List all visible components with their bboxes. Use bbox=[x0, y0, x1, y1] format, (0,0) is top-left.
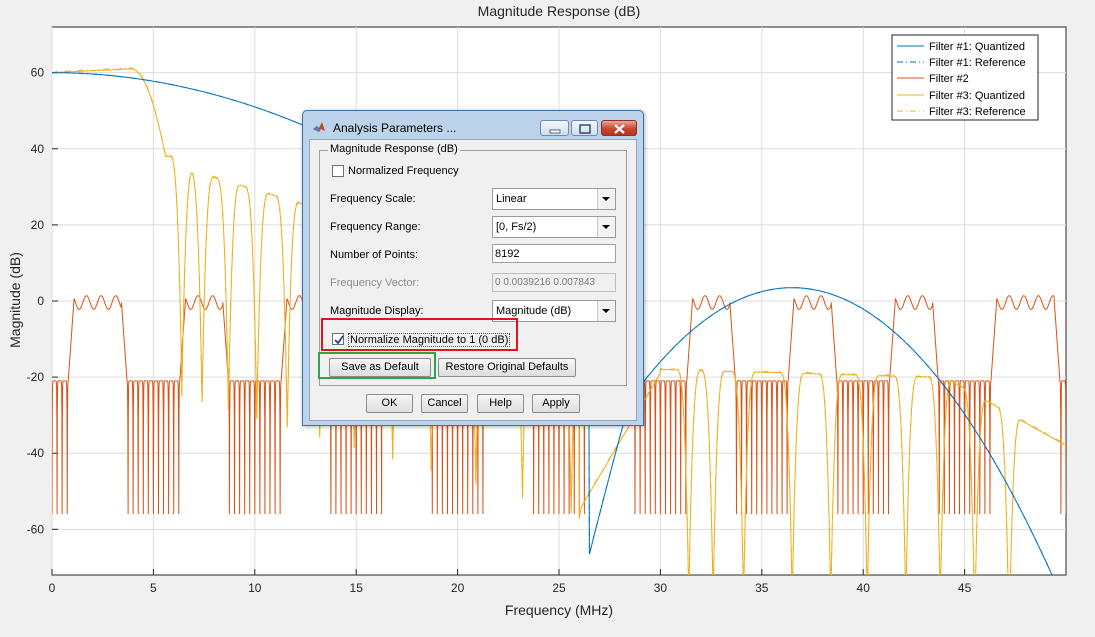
y-tick-label: 60 bbox=[31, 66, 45, 80]
magnitude-display-select[interactable]: Magnitude (dB) bbox=[492, 300, 616, 322]
minimize-button[interactable] bbox=[540, 120, 569, 136]
restore-defaults-button[interactable]: Restore Original Defaults bbox=[438, 358, 576, 377]
close-icon bbox=[614, 124, 625, 134]
checkmark-icon bbox=[334, 335, 344, 345]
frequency-range-select[interactable]: [0, Fs/2) bbox=[492, 216, 616, 238]
dropdown-button[interactable] bbox=[597, 217, 615, 237]
x-tick-label: 20 bbox=[451, 581, 465, 595]
frequency-vector-label: Frequency Vector: bbox=[330, 277, 420, 289]
frequency-vector-value: 0 0.0039216 0.007843 bbox=[495, 277, 596, 288]
magnitude-response-group bbox=[319, 150, 627, 386]
analysis-parameters-dialog: Analysis Parameters ... Magnitude Respon… bbox=[302, 110, 644, 426]
magnitude-display-value: Magnitude (dB) bbox=[496, 305, 572, 317]
ok-button[interactable]: OK bbox=[366, 394, 413, 413]
minimize-icon bbox=[549, 129, 561, 134]
tick-labels: 0 5 10 15 20 25 30 35 40 45 -60 -40 -20 0 20 40 60 bbox=[27, 66, 972, 595]
x-tick-label: 35 bbox=[755, 581, 769, 595]
dialog-title-bar[interactable]: Analysis Parameters ... bbox=[303, 111, 643, 139]
cancel-button[interactable]: Cancel bbox=[421, 394, 468, 413]
chevron-down-icon bbox=[602, 225, 610, 229]
y-tick-label: -40 bbox=[27, 446, 45, 460]
apply-button[interactable]: Apply bbox=[532, 394, 580, 413]
frequency-range-value: [0, Fs/2) bbox=[496, 221, 537, 233]
y-tick-label: -20 bbox=[27, 370, 45, 384]
normalize-magnitude-checkbox[interactable] bbox=[332, 333, 344, 345]
frequency-scale-value: Linear bbox=[496, 193, 527, 205]
normalize-magnitude-highlight bbox=[321, 318, 518, 351]
normalized-frequency-label: Normalized Frequency bbox=[348, 165, 459, 177]
normalize-magnitude-label: Normalize Magnitude to 1 (0 dB) bbox=[348, 333, 511, 347]
y-tick-label: 20 bbox=[31, 218, 45, 232]
legend-entry-filter3-reference: Filter #3: Reference bbox=[929, 106, 1026, 118]
x-tick-label: 15 bbox=[350, 581, 364, 595]
save-as-default-button[interactable]: Save as Default bbox=[329, 358, 431, 377]
group-label: Magnitude Response (dB) bbox=[328, 143, 460, 155]
maximize-button[interactable] bbox=[571, 120, 598, 136]
number-of-points-label: Number of Points: bbox=[330, 249, 419, 261]
legend-entry-filter3-quantized: Filter #3: Quantized bbox=[929, 90, 1025, 102]
legend-entry-filter1-reference: Filter #1: Reference bbox=[929, 57, 1026, 69]
x-tick-label: 0 bbox=[49, 581, 56, 595]
save-default-highlight bbox=[318, 352, 436, 379]
frequency-scale-select[interactable]: Linear bbox=[492, 188, 616, 210]
x-tick-label: 25 bbox=[552, 581, 566, 595]
frequency-range-label: Frequency Range: bbox=[330, 221, 421, 233]
dropdown-button[interactable] bbox=[597, 189, 615, 209]
legend-entry-filter2: Filter #2 bbox=[929, 73, 969, 85]
legend-entry-filter1-quantized: Filter #1: Quantized bbox=[929, 41, 1025, 53]
x-tick-label: 5 bbox=[150, 581, 157, 595]
matlab-logo-icon bbox=[313, 122, 325, 132]
x-tick-label: 10 bbox=[248, 581, 262, 595]
legend[interactable]: Filter #1: Quantized Filter #1: Referenc… bbox=[891, 34, 1039, 121]
chevron-down-icon bbox=[602, 197, 610, 201]
y-tick-label: 40 bbox=[31, 142, 45, 156]
frequency-scale-label: Frequency Scale: bbox=[330, 193, 416, 205]
chevron-down-icon bbox=[602, 309, 610, 313]
series-filter2-line bbox=[52, 295, 1066, 515]
magnitude-display-label: Magnitude Display: bbox=[330, 305, 424, 317]
x-axis-label: Frequency (MHz) bbox=[505, 602, 613, 618]
frequency-vector-input: 0 0.0039216 0.007843 bbox=[492, 273, 616, 292]
close-button[interactable] bbox=[601, 120, 637, 136]
x-tick-label: 45 bbox=[958, 581, 972, 595]
dialog-body: Magnitude Response (dB) Normalized Frequ… bbox=[309, 139, 637, 421]
y-axis-label: Magnitude (dB) bbox=[7, 252, 23, 348]
help-button[interactable]: Help bbox=[477, 394, 524, 413]
number-of-points-value: 8192 bbox=[495, 248, 520, 260]
series-filter3-reference-line bbox=[52, 67, 1066, 575]
normalized-frequency-checkbox[interactable] bbox=[332, 165, 344, 177]
plot-title: Magnitude Response (dB) bbox=[478, 3, 641, 19]
x-tick-label: 40 bbox=[857, 581, 871, 595]
maximize-icon bbox=[579, 124, 591, 134]
dropdown-button[interactable] bbox=[597, 301, 615, 321]
x-tick-label: 30 bbox=[654, 581, 668, 595]
y-tick-label: -60 bbox=[27, 522, 45, 536]
number-of-points-input[interactable]: 8192 bbox=[492, 244, 616, 263]
dialog-title: Analysis Parameters ... bbox=[333, 121, 457, 135]
y-tick-label: 0 bbox=[37, 294, 44, 308]
